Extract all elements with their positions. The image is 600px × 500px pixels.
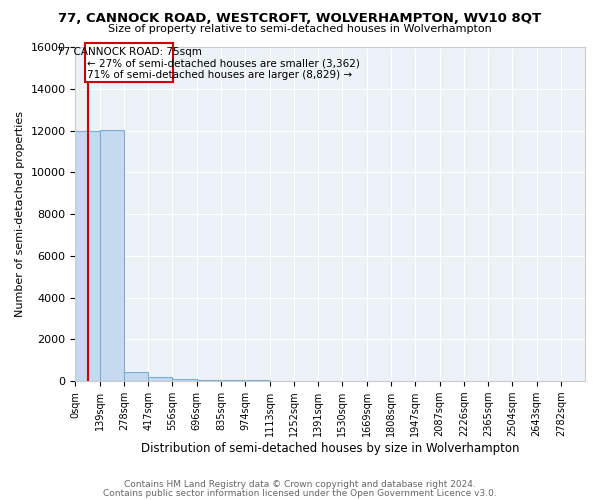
Text: ← 27% of semi-detached houses are smaller (3,362): ← 27% of semi-detached houses are smalle… xyxy=(87,59,359,69)
Bar xyxy=(85,43,173,82)
Bar xyxy=(76,131,100,381)
Bar xyxy=(269,380,294,381)
Bar xyxy=(197,380,221,381)
Text: Contains HM Land Registry data © Crown copyright and database right 2024.: Contains HM Land Registry data © Crown c… xyxy=(124,480,476,489)
Text: 77 CANNOCK ROAD: 75sqm: 77 CANNOCK ROAD: 75sqm xyxy=(56,48,202,58)
Bar xyxy=(245,380,269,381)
Text: Contains public sector information licensed under the Open Government Licence v3: Contains public sector information licen… xyxy=(103,488,497,498)
Bar xyxy=(124,372,148,381)
Bar xyxy=(100,130,124,381)
Text: 71% of semi-detached houses are larger (8,829) →: 71% of semi-detached houses are larger (… xyxy=(87,70,352,81)
X-axis label: Distribution of semi-detached houses by size in Wolverhampton: Distribution of semi-detached houses by … xyxy=(141,442,520,455)
Text: 77, CANNOCK ROAD, WESTCROFT, WOLVERHAMPTON, WV10 8QT: 77, CANNOCK ROAD, WESTCROFT, WOLVERHAMPT… xyxy=(58,12,542,26)
Text: Size of property relative to semi-detached houses in Wolverhampton: Size of property relative to semi-detach… xyxy=(108,24,492,34)
Bar xyxy=(172,378,197,381)
Bar xyxy=(221,380,245,381)
Bar xyxy=(148,377,172,381)
Y-axis label: Number of semi-detached properties: Number of semi-detached properties xyxy=(15,111,25,317)
